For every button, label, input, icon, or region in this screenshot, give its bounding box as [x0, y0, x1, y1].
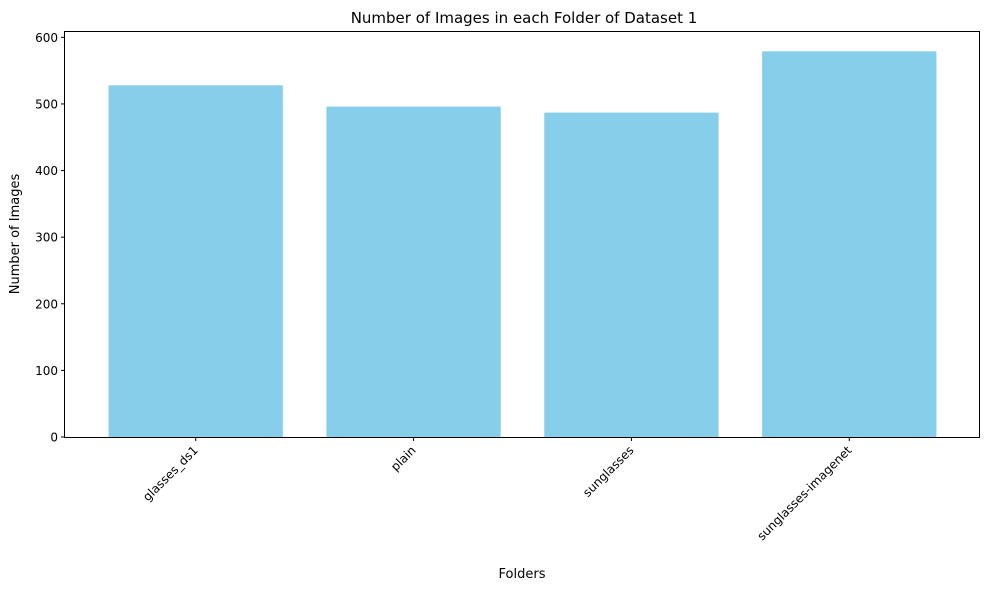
chart-title: Number of Images in each Folder of Datas… [351, 9, 698, 27]
bar-sunglasses-imagenet [762, 51, 937, 437]
y-tick-label: 300 [35, 231, 58, 245]
y-tick-label: 0 [50, 431, 58, 445]
bars-group [108, 51, 937, 438]
x-axis-title: Folders [499, 567, 546, 582]
y-tick-label: 500 [35, 97, 58, 111]
y-tick-label: 400 [35, 164, 58, 178]
y-tick-label: 200 [35, 297, 58, 311]
plot-frame [64, 31, 980, 438]
y-axis-title: Number of Images [8, 174, 23, 295]
bar-plain [326, 106, 501, 438]
bar-sunglasses [544, 112, 719, 437]
y-axis: 0 100 200 300 400 500 600 [35, 31, 65, 445]
bar-glasses_ds1 [108, 85, 283, 437]
y-tick-label: 600 [35, 31, 58, 45]
y-tick-label: 100 [35, 364, 58, 378]
